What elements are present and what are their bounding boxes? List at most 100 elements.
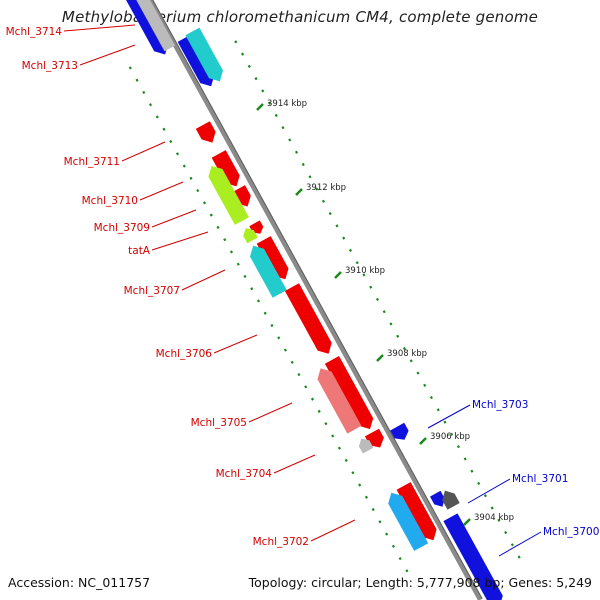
track-dot (216, 225, 220, 229)
gene-label-left: Mchl_3707 (124, 285, 180, 297)
gene-label-right: Mchl_3701 (512, 473, 568, 485)
gene-label-right: Mchl_3700 (543, 526, 599, 538)
gene-label-left: Mchl_3705 (191, 417, 247, 429)
track-dot (335, 224, 339, 228)
track-dot (378, 520, 382, 524)
track-dot (456, 445, 460, 449)
track-dot (162, 127, 166, 131)
leader-line (467, 478, 511, 504)
track-dot (497, 518, 501, 522)
gene-arrow (250, 245, 287, 298)
leader-line (273, 454, 316, 474)
track-dot (148, 103, 153, 107)
gene-arrow (208, 165, 249, 225)
track-dot (288, 138, 292, 142)
leader-line (151, 209, 197, 228)
track-dot (385, 532, 389, 536)
leader-line (427, 404, 471, 429)
gene-label-left: Mchl_3706 (156, 348, 213, 360)
gene-arrow (211, 150, 240, 187)
backbone-shadow (151, 0, 483, 600)
track-dot (202, 201, 207, 205)
label-leaders (63, 24, 542, 557)
leader-line (248, 402, 293, 423)
genome-summary-text: Topology: circular; Length: 5,777,908 bp… (248, 575, 592, 590)
track-dot (263, 311, 267, 315)
track-dot (490, 506, 494, 510)
track-dot (304, 385, 308, 389)
map-title: Methylobacterium chloromethanicum CM4, c… (61, 8, 539, 26)
gene-label-left: Mchl_3711 (64, 156, 120, 168)
track-dot (358, 483, 362, 487)
track-dot (128, 66, 132, 70)
gene-arrow (243, 228, 258, 244)
scale-label: 3906 kbp (430, 432, 470, 442)
track-dot (301, 162, 305, 167)
track-dot (310, 397, 314, 401)
track-dot (240, 52, 245, 56)
track-dot (375, 297, 380, 302)
gene-arrow (256, 236, 289, 280)
gene-label-left: Mchl_3702 (253, 536, 309, 548)
track-dot (402, 346, 406, 351)
track-dot (281, 126, 285, 130)
track-dot (234, 40, 238, 44)
track-dot (189, 176, 193, 180)
track-dot (362, 273, 366, 277)
track-dot (443, 420, 447, 424)
track-dot (142, 90, 146, 95)
scale-tick (419, 437, 427, 445)
scale-label: 3914 kbp (267, 99, 307, 109)
track-dot (351, 471, 355, 475)
gene-label-left: Mchl_3709 (94, 222, 150, 234)
scale-label: 3904 kbp (474, 513, 514, 523)
backbone (148, 0, 483, 600)
track-dot (236, 262, 240, 266)
track-dot (261, 89, 265, 93)
track-dot (348, 248, 353, 252)
track-dot (247, 64, 251, 68)
gene-arrow (324, 356, 374, 430)
track-dot (243, 274, 247, 279)
track-dot (135, 78, 139, 82)
track-dot (409, 359, 413, 363)
track-dot (274, 113, 278, 118)
gene-arrow (177, 34, 215, 87)
gene-arrow (430, 490, 445, 507)
scale-label: 3908 kbp (387, 349, 427, 359)
gene-arrow (317, 368, 362, 434)
track-dot (483, 494, 487, 498)
gene-arrow (284, 283, 332, 354)
track-dot (270, 323, 274, 328)
scale-label: 3910 kbp (345, 266, 385, 276)
gene-label-left: Mchl_3713 (22, 60, 78, 72)
track-dot (510, 543, 514, 547)
gene-label-right: Mchl_3703 (472, 399, 528, 411)
track-dot (416, 371, 420, 375)
gene-label-left: Mchl_3704 (216, 468, 273, 480)
leader-line (139, 181, 184, 201)
track-dot (382, 310, 386, 314)
track-dot (182, 164, 186, 168)
track-dot (504, 530, 508, 535)
leader-line (151, 231, 209, 251)
track-dot (317, 409, 321, 413)
track-dot (175, 152, 180, 156)
gene-arrow (396, 482, 437, 541)
track-dot (429, 396, 433, 400)
track-dot (423, 383, 427, 387)
accession-text: Accession: NC_011757 (8, 575, 151, 590)
track-dot (470, 469, 474, 473)
track-dot (308, 175, 312, 179)
track-dot (436, 408, 440, 412)
gene-label-left: Mchl_3710 (82, 195, 138, 207)
track-dot (344, 458, 348, 463)
genes (126, 0, 503, 600)
leader-line (79, 44, 136, 66)
track-dot (294, 150, 299, 154)
track-dot (342, 236, 346, 240)
leader-line (63, 24, 136, 32)
gene-arrow (136, 0, 176, 52)
track-dot (155, 115, 159, 119)
track-dot (256, 299, 261, 303)
